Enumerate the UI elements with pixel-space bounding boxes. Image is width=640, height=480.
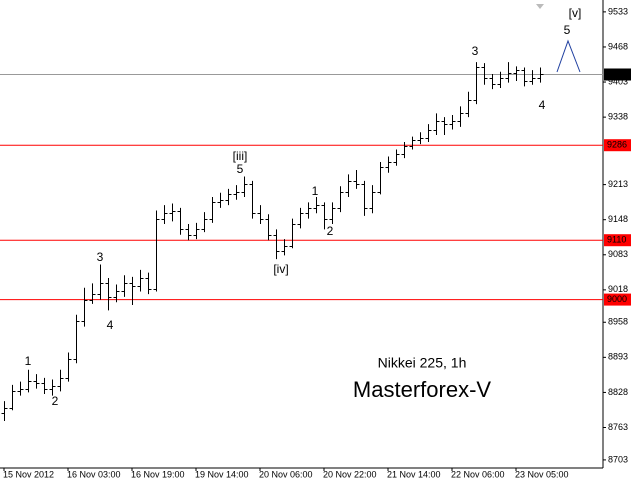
x-tick-label: 16 Nov 03:00 <box>67 469 121 479</box>
x-tick-label: 15 Nov 2012 <box>3 469 54 479</box>
wave-label: 5 <box>237 162 244 176</box>
wave-label: 4 <box>539 98 546 112</box>
y-tick-label: 9338 <box>608 112 628 122</box>
y-tick-label: 9018 <box>608 284 628 294</box>
y-tick-label: 8893 <box>608 352 628 362</box>
x-tick-label: 21 Nov 14:00 <box>387 469 441 479</box>
wave-label: 1 <box>312 184 319 198</box>
x-tick-label: 19 Nov 14:00 <box>195 469 249 479</box>
wave-label: 2 <box>52 394 59 408</box>
wave-label: 5 <box>564 23 571 37</box>
y-tick-label: 8958 <box>608 317 628 327</box>
wave-label: 1 <box>25 354 32 368</box>
level-label: 9286 <box>607 140 627 150</box>
level-box <box>604 139 631 152</box>
wave-label: 3 <box>97 250 104 264</box>
level-box <box>604 293 631 306</box>
current-price-box <box>604 68 631 81</box>
wave-label: [iv] <box>273 262 288 276</box>
y-tick-label: 9083 <box>608 249 628 259</box>
wave-label: 3 <box>472 44 479 58</box>
x-tick-label: 23 Nov 05:00 <box>515 469 569 479</box>
wave-label: [v] <box>569 6 582 20</box>
y-tick-label: 9533 <box>608 6 628 16</box>
y-tick-label: 9148 <box>608 214 628 224</box>
y-tick-label: 9403 <box>608 76 628 86</box>
watermark: Masterforex-V <box>353 377 491 402</box>
x-tick-label: 20 Nov 06:00 <box>259 469 313 479</box>
level-label: 9110 <box>607 235 626 245</box>
wave-label: 4 <box>107 318 114 332</box>
y-tick-label: 9213 <box>608 179 628 189</box>
y-tick-label: 8763 <box>608 422 628 432</box>
x-tick-label: 16 Nov 19:00 <box>131 469 185 479</box>
projected-wave <box>556 39 581 73</box>
y-tick-label: 8703 <box>608 454 628 464</box>
chart-title: Nikkei 225, 1h <box>378 355 467 371</box>
wave-label: [iii] <box>233 149 248 163</box>
wave-label: 2 <box>327 224 334 238</box>
shift-marker <box>536 4 544 9</box>
y-tick-label: 9468 <box>608 41 628 51</box>
x-tick-label: 20 Nov 22:00 <box>323 469 377 479</box>
level-box <box>604 234 631 247</box>
level-label: 9000 <box>607 294 627 304</box>
x-tick-label: 22 Nov 06:00 <box>451 469 505 479</box>
y-tick-label: 8828 <box>608 387 628 397</box>
current-price-label: 9417 <box>607 69 627 79</box>
